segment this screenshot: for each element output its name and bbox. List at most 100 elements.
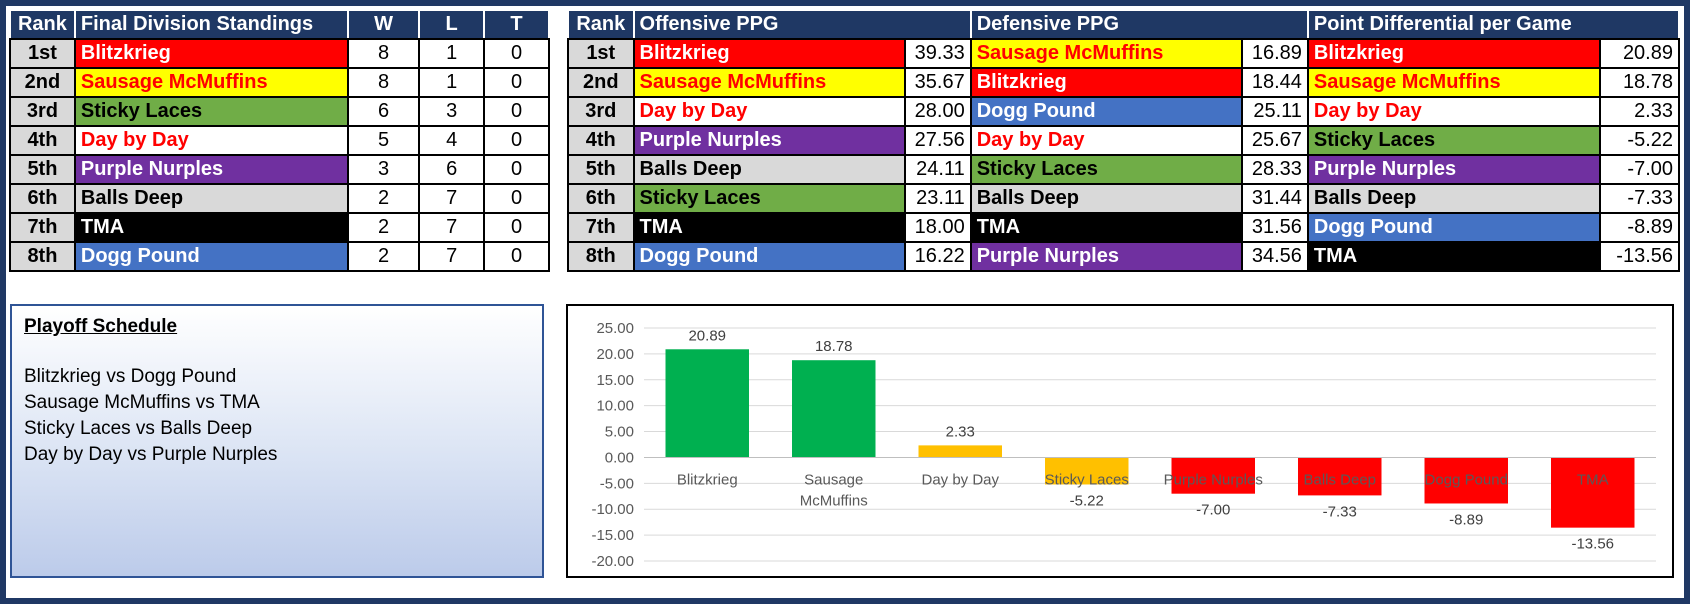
data-label: 20.89 <box>688 327 726 344</box>
differential-value-cell: -8.89 <box>1598 212 1681 243</box>
team-cell: Balls Deep <box>73 183 350 214</box>
stats-row: 8th Dogg Pound 16.22 Purple Nurples 34.56 TMA… <box>567 241 1681 272</box>
defensive-value-cell: 25.11 <box>1241 96 1309 127</box>
x-category-label: Dogg Pound <box>1425 471 1508 488</box>
offensive-team-cell: Sticky Laces <box>632 183 907 214</box>
differential-team-cell: Sausage McMuffins <box>1306 67 1601 98</box>
team-cell: Purple Nurples <box>73 154 350 185</box>
defensive-team-cell: Day by Day <box>969 125 1244 156</box>
offensive-value-cell: 27.56 <box>904 125 972 156</box>
offensive-team-cell: Purple Nurples <box>632 125 907 156</box>
x-category-label: McMuffins <box>800 492 868 509</box>
stats-row: 1st Blitzkrieg 39.33 Sausage McMuffins 16.89… <box>567 38 1681 69</box>
standings-header-l: L <box>418 9 486 40</box>
wins-cell: 2 <box>347 183 421 214</box>
defensive-team-cell: Purple Nurples <box>969 241 1244 272</box>
stats-row: 7th TMA 18.00 TMA 31.56 Dogg Pound -8.89 <box>567 212 1681 243</box>
bar <box>792 360 876 458</box>
x-category-label: Day by Day <box>921 471 999 488</box>
team-cell: Sausage McMuffins <box>73 67 350 98</box>
stats-row: 6th Sticky Laces 23.11 Balls Deep 31.44 Balls… <box>567 183 1681 214</box>
playoff-schedule-panel: Playoff Schedule Blitzkrieg vs Dogg Poun… <box>10 304 544 578</box>
defensive-team-cell: Sausage McMuffins <box>969 38 1244 69</box>
differential-value-cell: 20.89 <box>1598 38 1681 69</box>
differential-team-cell: Purple Nurples <box>1306 154 1601 185</box>
rank-cell: 3rd <box>567 96 635 127</box>
differential-value-cell: 2.33 <box>1598 96 1681 127</box>
ties-cell: 0 <box>483 212 550 243</box>
x-category-label: Sticky Laces <box>1045 471 1129 488</box>
y-tick-label: 20.00 <box>596 346 634 363</box>
differential-team-cell: Balls Deep <box>1306 183 1601 214</box>
defensive-value-cell: 34.56 <box>1241 241 1309 272</box>
point-differential-chart-panel: 25.00 20.00 15.00 10.00 5.00 0.00 -5.00 -10.00 -… <box>566 304 1674 578</box>
bar <box>918 445 1002 458</box>
differential-team-cell: Day by Day <box>1306 96 1601 127</box>
standings-row: 7th TMA 2 7 0 <box>9 212 550 243</box>
offensive-team-cell: Blitzkrieg <box>632 38 907 69</box>
team-cell: Day by Day <box>73 125 350 156</box>
defensive-value-cell: 18.44 <box>1241 67 1309 98</box>
playoff-matchup: Sticky Laces vs Balls Deep <box>24 418 253 439</box>
defensive-value-cell: 16.89 <box>1241 38 1309 69</box>
data-label: -8.89 <box>1449 511 1483 528</box>
losses-cell: 3 <box>418 96 486 127</box>
standings-header-team: Final Division Standings <box>73 9 350 40</box>
stats-row: 5th Balls Deep 24.11 Sticky Laces 28.33 Purpl… <box>567 154 1681 185</box>
wins-cell: 6 <box>347 96 421 127</box>
x-category-label: Blitzkrieg <box>677 471 738 488</box>
losses-cell: 4 <box>418 125 486 156</box>
offensive-value-cell: 24.11 <box>904 154 972 185</box>
wins-cell: 5 <box>347 125 421 156</box>
playoff-matchup: Sausage McMuffins vs TMA <box>24 392 260 413</box>
standings-row: 4th Day by Day 5 4 0 <box>9 125 550 156</box>
standings-header-rank: Rank <box>9 9 76 40</box>
standings-row: 3rd Sticky Laces 6 3 0 <box>9 96 550 127</box>
differential-value-cell: -5.22 <box>1598 125 1681 156</box>
bar <box>1424 457 1508 504</box>
standings-row: 8th Dogg Pound 2 7 0 <box>9 241 550 272</box>
rank-cell: 5th <box>9 154 76 185</box>
offensive-team-cell: Sausage McMuffins <box>632 67 907 98</box>
rank-cell: 7th <box>9 212 76 243</box>
ties-cell: 0 <box>483 183 550 214</box>
data-label: 18.78 <box>815 338 853 355</box>
team-cell: Sticky Laces <box>73 96 350 127</box>
data-label: -13.56 <box>1571 536 1614 553</box>
ties-cell: 0 <box>483 241 550 272</box>
bar <box>1171 457 1255 494</box>
ties-cell: 0 <box>483 67 550 98</box>
defensive-team-cell: Dogg Pound <box>969 96 1244 127</box>
y-tick-label: -15.00 <box>591 527 634 544</box>
stats-row: 3rd Day by Day 28.00 Dogg Pound 25.11 Day by … <box>567 96 1681 127</box>
wins-cell: 8 <box>347 67 421 98</box>
standings-row: 6th Balls Deep 2 7 0 <box>9 183 550 214</box>
stats-row: 2nd Sausage McMuffins 35.67 Blitzkrieg 18.44… <box>567 67 1681 98</box>
x-category-label: Purple Nurples <box>1164 471 1263 488</box>
stats-header-defensive: Defensive PPG <box>969 9 1309 40</box>
rank-cell: 2nd <box>9 67 76 98</box>
rank-cell: 6th <box>9 183 76 214</box>
data-label: -5.22 <box>1070 492 1104 509</box>
offensive-value-cell: 16.22 <box>904 241 972 272</box>
y-tick-label: 5.00 <box>605 424 634 441</box>
stats-header-rank: Rank <box>567 9 635 40</box>
wins-cell: 8 <box>347 38 421 69</box>
offensive-value-cell: 28.00 <box>904 96 972 127</box>
y-tick-label: -10.00 <box>591 501 634 518</box>
x-category-label: TMA <box>1577 471 1609 488</box>
wins-cell: 2 <box>347 241 421 272</box>
defensive-value-cell: 31.56 <box>1241 212 1309 243</box>
ties-cell: 0 <box>483 38 550 69</box>
y-tick-label: 10.00 <box>596 398 634 415</box>
losses-cell: 6 <box>418 154 486 185</box>
rank-cell: 8th <box>567 241 635 272</box>
differential-value-cell: -13.56 <box>1598 241 1681 272</box>
offensive-team-cell: Balls Deep <box>632 154 907 185</box>
standings-header-t: T <box>483 9 550 40</box>
standings-row: 2nd Sausage McMuffins 8 1 0 <box>9 67 550 98</box>
standings-header-row: Rank Final Division Standings W L T <box>9 9 550 40</box>
rank-cell: 5th <box>567 154 635 185</box>
x-category-label: Sausage <box>804 471 863 488</box>
y-tick-label: -5.00 <box>600 475 634 492</box>
